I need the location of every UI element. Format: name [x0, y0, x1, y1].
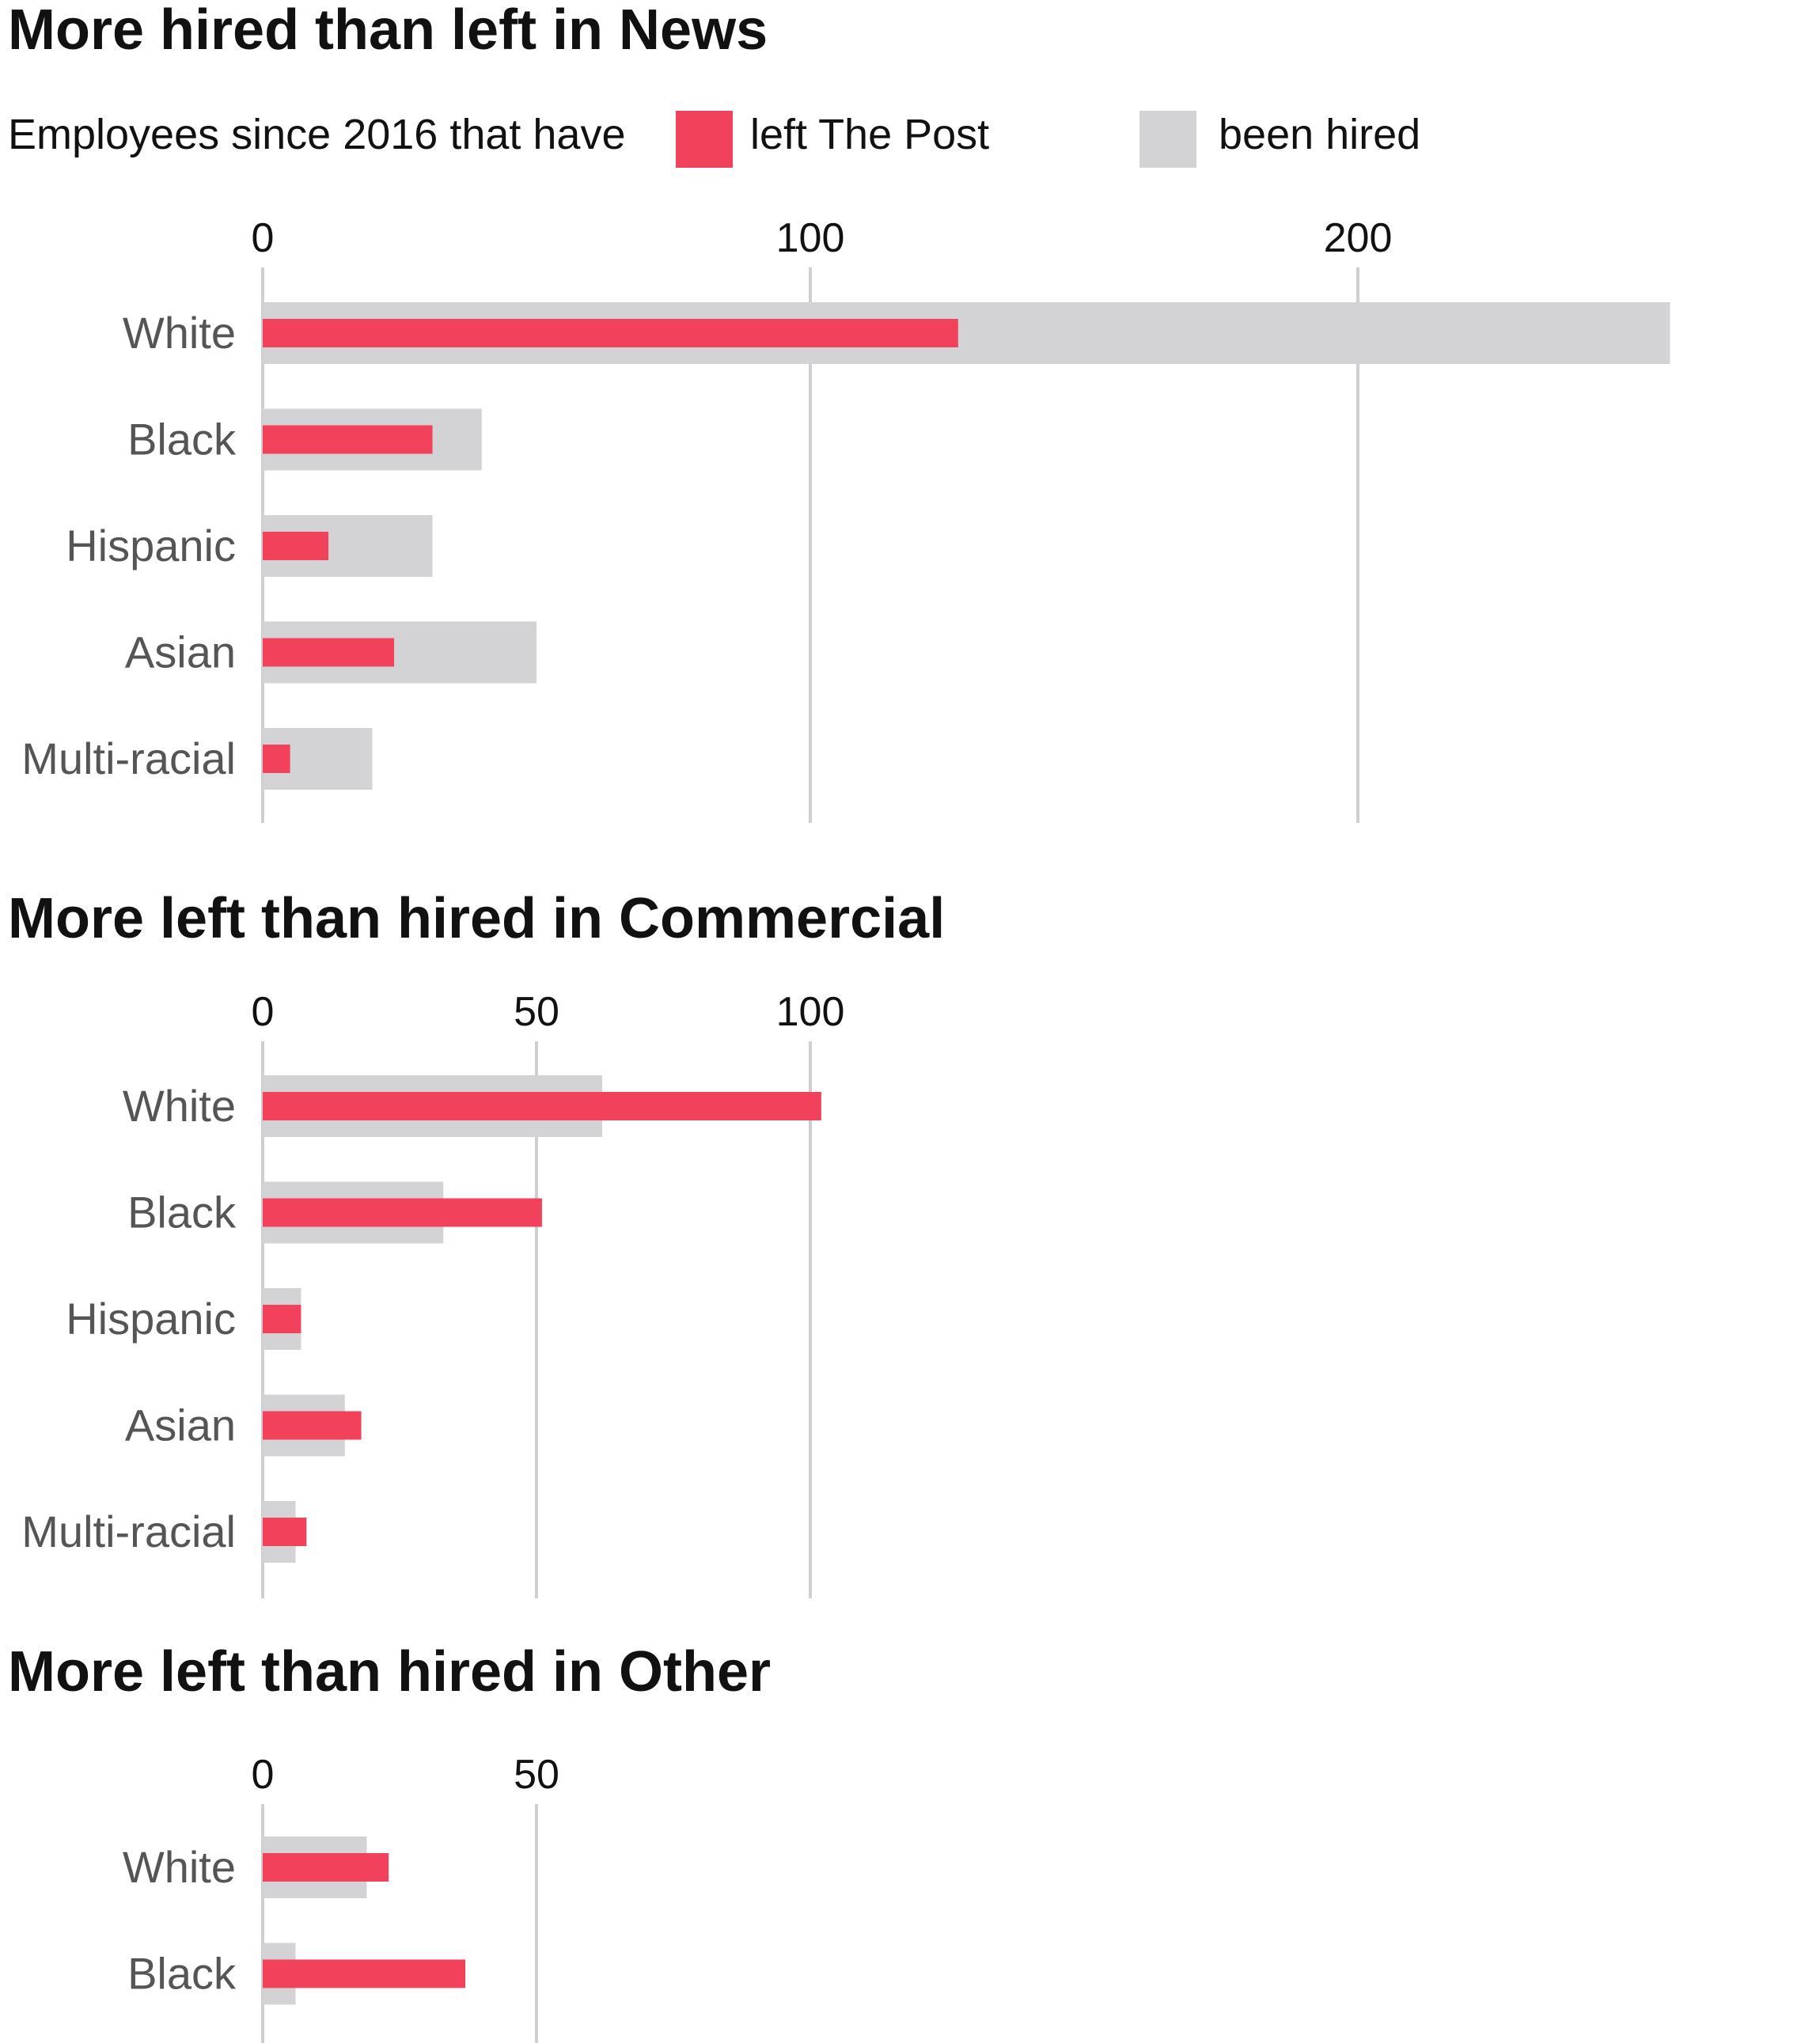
bar-left [263, 1092, 821, 1120]
category-label: Black [127, 1949, 237, 1999]
bar-left [263, 425, 433, 454]
bar-left [263, 319, 958, 347]
category-label: Hispanic [66, 521, 236, 570]
bar-left [263, 1853, 389, 1882]
tick-label: 50 [514, 1752, 559, 1798]
legend-left-label: left The Post [750, 111, 989, 158]
tick-label: 0 [252, 989, 275, 1035]
category-label: White [123, 1081, 236, 1131]
bar-left [263, 532, 329, 560]
bar-left [263, 1959, 466, 1988]
bar-left [263, 638, 395, 667]
chart-title: More hired than left in News [8, 0, 768, 62]
tick-label: 200 [1324, 215, 1393, 261]
category-label: Multi-racial [21, 733, 236, 783]
bar-left [263, 1305, 301, 1333]
bar-left [263, 745, 290, 773]
chart-panel-2: More left than hired in Commercial 0 50 100… [8, 887, 945, 1598]
category-label: White [123, 1842, 236, 1892]
tick-label: 0 [252, 1752, 275, 1798]
tick-label: 100 [776, 989, 845, 1035]
legend: Employees since 2016 that have left The … [8, 111, 1420, 168]
category-label: Black [127, 1188, 237, 1238]
bar-left [263, 1518, 307, 1546]
category-label: Hispanic [66, 1294, 236, 1344]
chart-panel-3: More left than hired in Other 0 50 White Bla… [8, 1640, 771, 2043]
legend-hired-swatch [1139, 111, 1196, 168]
category-label: Asian [125, 1401, 236, 1450]
category-label: Black [127, 415, 237, 464]
tick-label: 100 [776, 215, 845, 261]
legend-intro: Employees since 2016 that have [8, 111, 626, 158]
chart-title: More left than hired in Commercial [8, 887, 945, 950]
tick-label: 50 [514, 989, 559, 1035]
legend-left-swatch [676, 111, 733, 168]
bar-left [263, 1198, 542, 1227]
category-label: Multi-racial [21, 1507, 236, 1556]
chart-title: More left than hired in Other [8, 1640, 771, 1704]
category-label: Asian [125, 627, 236, 677]
tick-label: 0 [252, 215, 275, 261]
legend-hired-label: been hired [1219, 111, 1420, 158]
chart-panel-1: More hired than left in News 0 100 200 White… [8, 0, 1670, 823]
category-label: White [123, 308, 236, 358]
bar-left [263, 1411, 362, 1440]
